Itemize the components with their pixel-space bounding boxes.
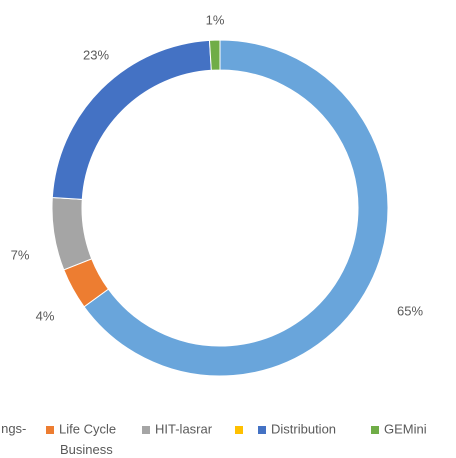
- legend-swatch: [258, 426, 266, 434]
- legend-label: Distribution: [271, 421, 336, 436]
- data-label: 4%: [36, 308, 55, 323]
- data-label: 65%: [397, 303, 423, 318]
- slice: [51, 39, 212, 200]
- slice: [208, 39, 221, 71]
- slice: [83, 39, 389, 377]
- legend-label: Life Cycle: [59, 421, 116, 436]
- legend-label: HIT-lasrar: [155, 421, 213, 436]
- data-label: 1%: [206, 12, 225, 27]
- data-label: 23%: [83, 47, 109, 62]
- legend-swatch: [235, 426, 243, 434]
- slice: [51, 196, 93, 271]
- data-label: 7%: [11, 247, 30, 262]
- legend-swatch: [371, 426, 379, 434]
- legend-swatch: [46, 426, 54, 434]
- legend-label: ngs- Business: [1, 421, 113, 457]
- legend-swatch: [142, 426, 150, 434]
- legend-label: GEMini: [384, 421, 427, 436]
